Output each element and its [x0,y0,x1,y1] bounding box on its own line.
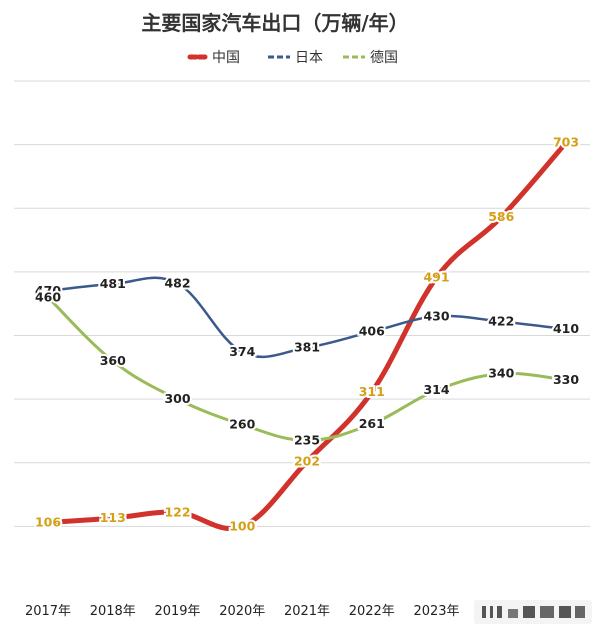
data-label-china: 311 [359,384,385,399]
x-tick-label: 2020年 [219,604,265,619]
x-tick-label: 2019年 [154,604,200,619]
legend-label-japan: 日本 [295,50,323,66]
data-label-china: 202 [294,453,320,468]
watermark [474,600,592,624]
data-label-japan: 374 [229,344,255,359]
data-label-germany: 460 [35,289,61,304]
data-label-germany: 260 [229,417,255,432]
chart-title: 主要国家汽车出口（万辆/年） [141,11,408,35]
data-label-germany: 235 [294,432,320,447]
series-line-japan [46,276,568,359]
data-label-germany: 261 [359,416,385,431]
data-label-japan: 410 [553,321,579,336]
data-label-china: 703 [553,135,579,150]
data-label-japan: 381 [294,340,320,355]
data-label-china: 586 [488,209,514,224]
series-lines [45,140,569,531]
data-label-germany: 360 [100,353,126,368]
legend-label-china: 中国 [212,50,240,66]
data-label-japan: 422 [488,314,514,329]
data-label-china: 122 [164,504,190,519]
data-label-china: 100 [229,518,255,533]
series-line-germany [46,295,568,442]
x-tick-label: 2017年 [25,604,71,619]
data-label-china: 113 [100,510,126,525]
x-tick-label: 2023年 [413,604,459,619]
data-label-germany: 340 [488,366,514,381]
data-label-germany: 314 [423,382,449,397]
gridlines [14,80,590,527]
data-label-japan: 482 [164,275,190,290]
data-label-japan: 406 [359,324,385,339]
data-label-china: 106 [35,515,61,530]
data-label-japan: 470 [35,283,61,298]
x-tick-label: 2018年 [90,604,136,619]
data-labels: 106 113 122 100 202 311 491 586 703 470 481 482 374 3… [33,133,581,536]
x-tick-label: 2021年 [284,604,330,619]
data-label-germany: 330 [553,372,579,387]
x-tick-label: 2022年 [349,604,395,619]
legend: 中国 日本 德国 [187,50,398,66]
data-label-germany: 300 [164,391,190,406]
data-label-china: 491 [423,270,449,285]
data-label-japan: 481 [100,276,126,291]
data-label-japan: 430 [423,308,449,323]
series-line-china [45,140,569,531]
legend-label-germany: 德国 [370,50,398,66]
